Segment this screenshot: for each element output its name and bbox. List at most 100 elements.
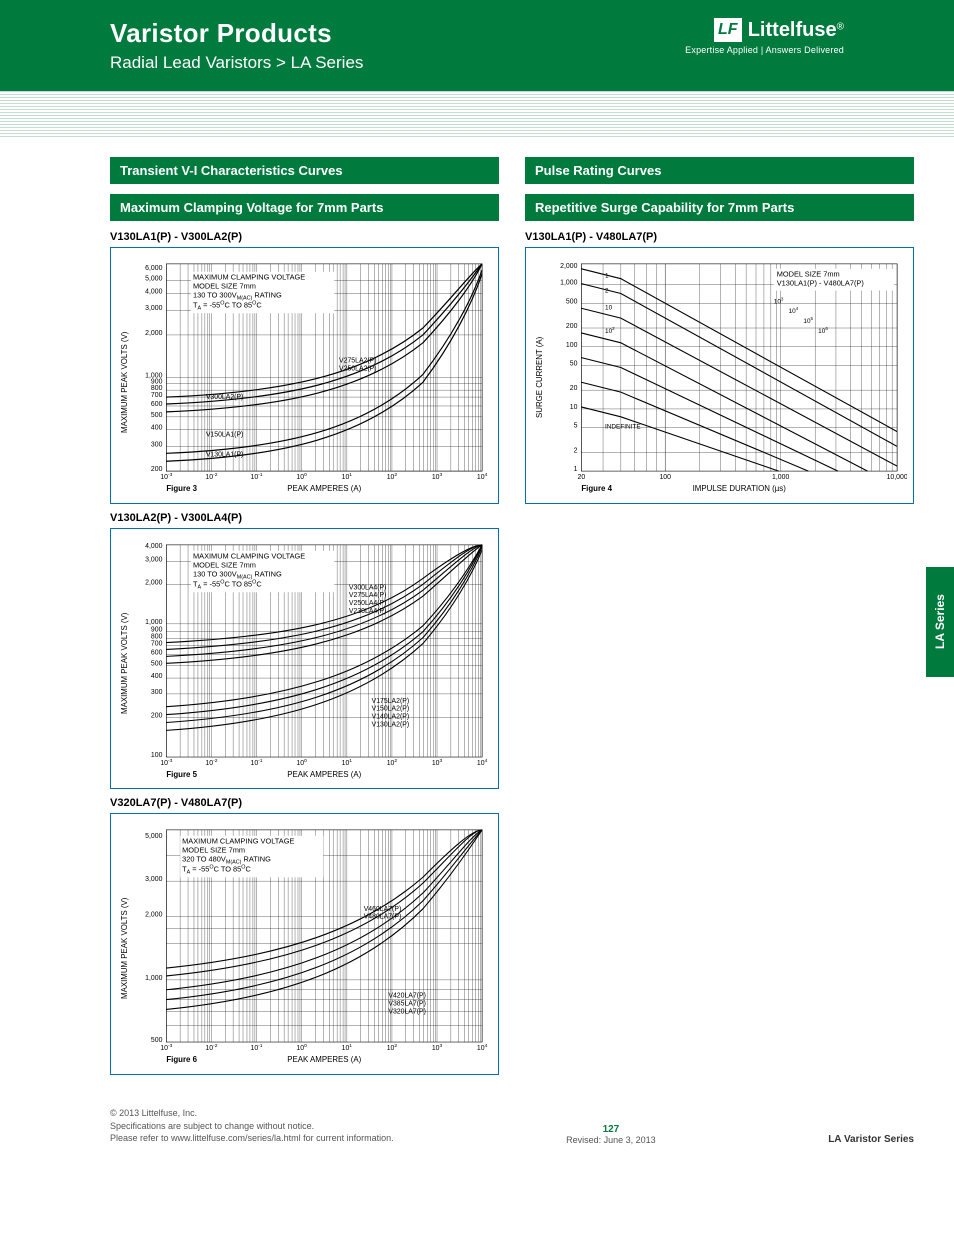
fig6-caption: V320LA7(P) - V480LA7(P) [110,797,499,809]
fig5-ytick: 900 [151,626,163,633]
fig4-pulse-label: 104 [789,306,799,315]
fig4-box: MODEL SIZE 7mm [777,270,840,279]
section-max-clamping: Maximum Clamping Voltage for 7mm Parts [110,194,499,221]
fig3-ytick: 2,000 [145,330,162,337]
fig5-curve-label: V140LA2(P) [372,713,410,720]
fig3-svg: MAXIMUM PEAK VOLTS (V) 200 300 400 500 6… [117,254,492,501]
footer-center: 127 Revised: June 3, 2013 [566,1124,656,1145]
fig5-box: MODEL SIZE 7mm [193,560,256,569]
svg-text:10-3: 10-3 [160,1043,172,1052]
brand-logo: LF Littelfuse® Expertise Applied | Answe… [685,18,844,55]
fig5-ytick: 2,000 [145,579,162,586]
fig5-figlabel: Figure 5 [166,769,197,778]
section-pulse-rating: Pulse Rating Curves [525,157,914,184]
fig3-figlabel: Figure 3 [166,484,197,493]
right-column: Pulse Rating Curves Repetitive Surge Cap… [525,157,914,1083]
fig4-svg: SURGE CURRENT (A) 1 2 5 10 20 50 100 200… [532,254,907,501]
fig4-pulse-label: 2 [605,287,609,294]
svg-text:10-2: 10-2 [205,758,217,767]
svg-text:100: 100 [296,472,307,481]
fig3-curve-label: V130LA1(P) [206,451,244,458]
fig3-curve-label: V275LA2(P) [339,358,377,365]
fig3-ylabel: MAXIMUM PEAK VOLTS (V) [120,331,129,433]
fig4-pulse-label: 103 [774,296,784,305]
fig3-curve-label: V250LA2(P) [339,365,377,372]
svg-text:103: 103 [432,472,443,481]
fig3-ytick: 700 [151,392,163,399]
fig6-xlabel: PEAK AMPERES (A) [287,1055,361,1064]
svg-text:100: 100 [296,1043,307,1052]
fig5-ytick: 800 [151,633,163,640]
fig5-caption: V130LA2(P) - V300LA4(P) [110,512,499,524]
fig3-curve-label: V300LA2(P) [206,394,244,401]
svg-text:100: 100 [659,474,671,481]
revised-date: Revised: June 3, 2013 [566,1135,656,1145]
fig4-ytick: 200 [566,323,578,330]
fig5-chart: MAXIMUM PEAK VOLTS (V) 100 200 300 400 5… [110,528,499,790]
page-title: Varistor Products [110,18,363,49]
fig4-indefinite: INDEFINITE [605,424,641,431]
footer-left: © 2013 Littelfuse, Inc. Specifications a… [110,1107,394,1145]
svg-text:10-2: 10-2 [205,472,217,481]
fig5-ytick: 100 [151,752,163,759]
svg-text:10-3: 10-3 [160,758,172,767]
side-tab-la-series: LA Series [926,567,954,677]
svg-text:102: 102 [387,472,398,481]
fig5-box: MAXIMUM CLAMPING VOLTAGE [193,551,305,560]
svg-text:10,000: 10,000 [887,474,907,481]
fig5-xticks: 10-3 10-2 10-1 100 101 102 103 104 [160,758,487,767]
svg-text:100: 100 [296,758,307,767]
fig6-ytick: 3,000 [145,877,162,884]
fig5-curve-label: V275LA4(P) [349,592,387,599]
fig3-curve-label: V150LA1(P) [206,432,244,439]
fig4-pulse-label: 102 [605,326,615,335]
fig6-curve-label: V320LA7(P) [388,1009,426,1016]
fig3-ytick: 3,000 [145,305,162,312]
page-footer: © 2013 Littelfuse, Inc. Specifications a… [0,1083,954,1175]
fig4-ytick: 50 [570,361,578,368]
fig5-curve-label: V175LA2(P) [372,697,410,704]
fig5-ytick: 400 [151,673,163,680]
svg-text:10-2: 10-2 [205,1043,217,1052]
fig3-ytick: 5,000 [145,276,162,283]
footer-disclaimer2: Please refer to www.littelfuse.com/serie… [110,1132,394,1145]
fig3-ytick: 600 [151,401,163,408]
fig3-ytick: 4,000 [145,288,162,295]
fig4-figlabel: Figure 4 [581,484,612,493]
fig5-curve-label: V230LA4(P) [349,608,387,615]
fig3-caption: V130LA1(P) - V300LA2(P) [110,231,499,243]
svg-text:104: 104 [477,758,488,767]
fig4-box: V130LA1(P) - V480LA7(P) [777,279,864,288]
svg-text:104: 104 [477,472,488,481]
fig3-ytick: 6,000 [145,265,162,272]
header-band: Varistor Products Radial Lead Varistors … [0,0,954,91]
fig3-ytick: 800 [151,385,163,392]
svg-text:20: 20 [578,474,586,481]
fig4-ytick: 20 [570,385,578,392]
footer-copyright: © 2013 Littelfuse, Inc. [110,1107,394,1120]
svg-text:103: 103 [432,1043,443,1052]
fig5-svg: MAXIMUM PEAK VOLTS (V) 100 200 300 400 5… [117,535,492,787]
fig5-curve-label: V250LA4(P) [349,600,387,607]
decorative-fade [0,91,954,137]
fig6-chart: MAXIMUM PEAK VOLTS (V) 500 1,000 2,000 3… [110,813,499,1075]
fig4-pulse-label: 1 [605,273,609,280]
fig3-ytick: 200 [151,466,163,473]
fig3-ytick: 500 [151,412,163,419]
svg-text:102: 102 [387,758,398,767]
header-left: Varistor Products Radial Lead Varistors … [110,18,363,73]
svg-text:101: 101 [342,472,353,481]
fig4-ytick: 500 [566,298,578,305]
logo-tagline: Expertise Applied | Answers Delivered [685,45,844,55]
svg-text:101: 101 [342,1043,353,1052]
fig6-box: MAXIMUM CLAMPING VOLTAGE [182,837,294,846]
fig4-ytick: 2 [574,447,578,454]
fig5-xlabel: PEAK AMPERES (A) [287,769,361,778]
fig6-ylabel: MAXIMUM PEAK VOLTS (V) [120,898,129,1000]
logo-registered: ® [837,21,844,32]
fig4-ytick: 1 [574,466,578,473]
fig6-curve-label: V480LA7(P) [364,914,402,921]
section-transient-vi: Transient V-I Characteristics Curves [110,157,499,184]
fig6-curve-label: V460LA7(P) [364,906,402,913]
left-column: Transient V-I Characteristics Curves Max… [110,157,499,1083]
